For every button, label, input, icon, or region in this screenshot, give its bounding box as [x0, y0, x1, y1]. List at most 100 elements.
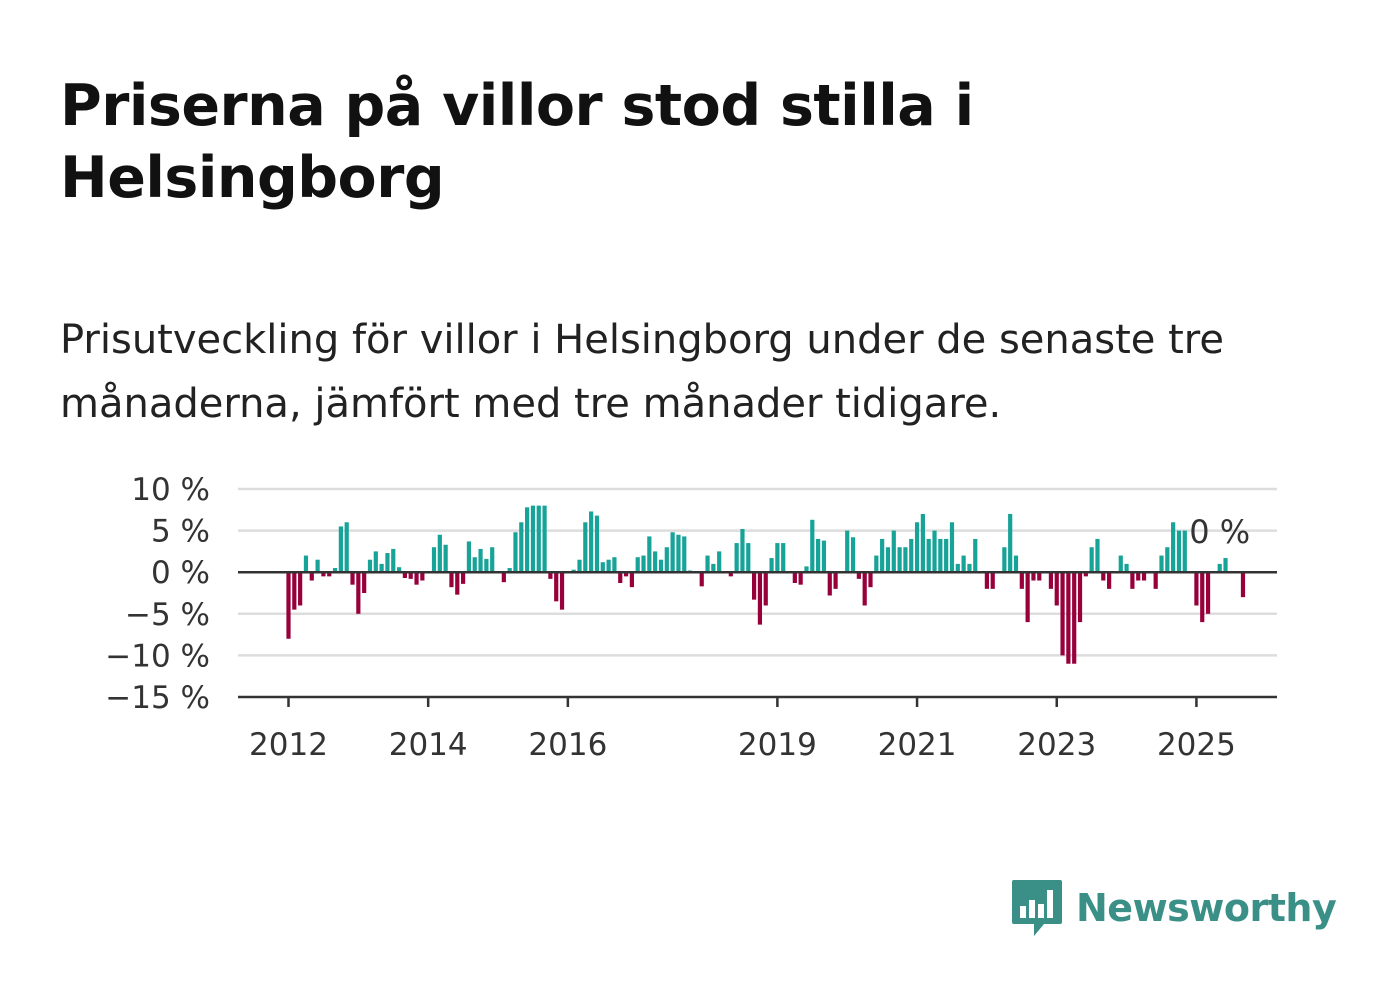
- bar: [926, 538, 931, 573]
- x-tick-label: 2014: [389, 727, 468, 763]
- bar: [1060, 572, 1065, 656]
- bar: [792, 572, 797, 584]
- bar: [1223, 558, 1228, 573]
- newsworthy-logo: Newsworthy: [1010, 878, 1337, 938]
- bar: [746, 543, 751, 573]
- x-tick-marks: [287, 697, 1198, 707]
- bar: [1171, 522, 1176, 573]
- bar: [1072, 572, 1077, 664]
- bar: [623, 572, 629, 577]
- bar: [874, 555, 879, 573]
- bar: [1194, 572, 1199, 606]
- x-tick-label: 2021: [878, 727, 957, 763]
- bar: [484, 558, 489, 573]
- bar: [833, 572, 838, 589]
- bar: [717, 551, 722, 573]
- bar-chart: 10 %5 %0 %−5 %−10 %−15 % 2012 2014 2016 201…: [105, 472, 1277, 763]
- bar: [885, 547, 891, 573]
- bars: [286, 505, 1246, 664]
- bar: [810, 519, 815, 573]
- bar: [478, 548, 483, 573]
- bar: [1124, 563, 1129, 573]
- bar: [984, 572, 989, 589]
- bar: [973, 538, 978, 573]
- bar: [961, 555, 966, 573]
- bar: [298, 572, 303, 606]
- bar: [827, 572, 832, 596]
- bar: [769, 558, 774, 573]
- newsworthy-logo-icon: [1012, 880, 1062, 936]
- bar: [396, 567, 402, 573]
- bar: [699, 572, 704, 587]
- bar: [303, 555, 309, 573]
- bar: [548, 572, 553, 579]
- bar: [845, 530, 850, 573]
- bar: [909, 538, 914, 573]
- bar: [676, 534, 681, 573]
- bar: [332, 568, 338, 573]
- bar: [519, 522, 524, 573]
- bar: [903, 547, 908, 573]
- bar: [1002, 547, 1007, 573]
- y-tick-label: −10 %: [105, 638, 210, 674]
- bar: [734, 543, 739, 573]
- bar: [757, 572, 763, 625]
- bar: [1200, 572, 1205, 623]
- bar: [321, 572, 326, 577]
- bar: [525, 507, 530, 573]
- bar: [437, 534, 442, 573]
- bar: [391, 548, 396, 573]
- x-tick-label: 2025: [1157, 727, 1236, 763]
- bar: [880, 538, 885, 573]
- bar: [612, 557, 617, 573]
- bar: [530, 505, 536, 573]
- bar: [1176, 530, 1182, 573]
- bar: [1095, 538, 1100, 573]
- bar: [507, 568, 512, 573]
- x-tick-label: 2019: [738, 727, 817, 763]
- bar: [1136, 572, 1141, 581]
- bar: [1048, 572, 1054, 589]
- bar: [385, 553, 390, 573]
- bar: [490, 547, 495, 573]
- bar: [763, 572, 768, 606]
- y-tick-label: 5 %: [151, 514, 210, 550]
- bar: [1013, 555, 1019, 573]
- bar: [816, 538, 821, 573]
- bar: [1118, 555, 1123, 573]
- bar: [554, 572, 559, 602]
- bar: [635, 557, 640, 573]
- bar: [286, 572, 291, 639]
- bar: [1240, 572, 1246, 598]
- bar: [606, 559, 611, 573]
- bar: [955, 563, 960, 573]
- y-tick-label: −5 %: [125, 597, 210, 633]
- bar: [1141, 572, 1147, 581]
- bar: [367, 559, 373, 573]
- x-tick-label: 2023: [1017, 727, 1096, 763]
- bar: [629, 572, 634, 588]
- bar: [1107, 572, 1112, 589]
- bar: [781, 543, 786, 573]
- bar: [350, 572, 355, 585]
- bar: [1159, 555, 1164, 573]
- bar: [705, 555, 710, 573]
- bar: [402, 572, 407, 579]
- x-tick-label: 2016: [528, 727, 607, 763]
- bar: [711, 563, 716, 573]
- bar: [1066, 572, 1071, 664]
- bar: [594, 515, 600, 573]
- bar: [583, 522, 588, 573]
- bar: [868, 572, 873, 588]
- bar: [315, 559, 320, 573]
- bar: [862, 572, 867, 606]
- bar: [949, 522, 955, 573]
- bar: [967, 563, 972, 573]
- brand-name: Newsworthy: [1076, 886, 1337, 930]
- bar: [1054, 572, 1059, 606]
- bar: [804, 566, 809, 573]
- bar: [1008, 513, 1013, 573]
- bar: [670, 532, 675, 573]
- bar: [1019, 572, 1024, 589]
- bar: [1165, 547, 1170, 573]
